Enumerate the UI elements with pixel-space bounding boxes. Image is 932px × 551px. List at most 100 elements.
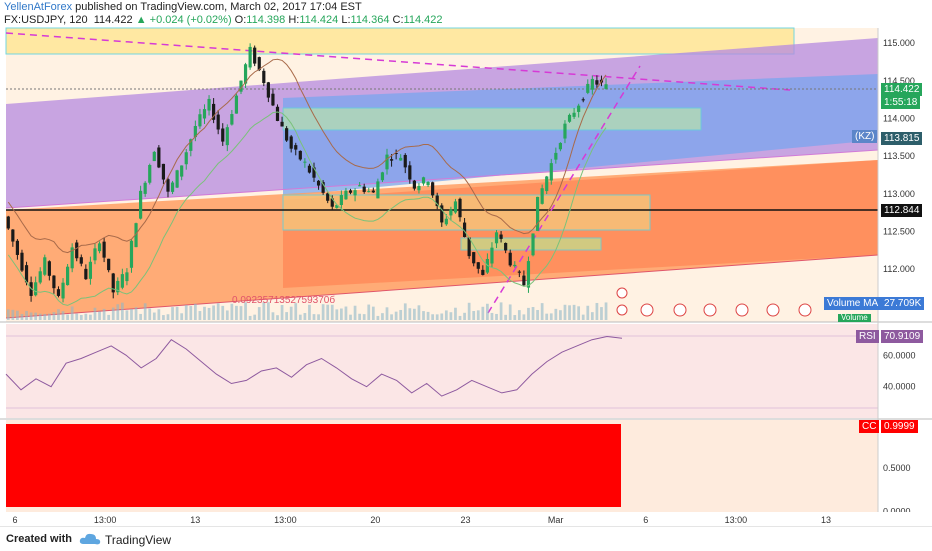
high-label: H: xyxy=(288,14,300,26)
volume-bar xyxy=(422,311,425,320)
countdown-badge: 1:55:18 xyxy=(881,96,921,109)
candle-body xyxy=(129,240,134,268)
footer: Created with TradingView xyxy=(0,526,932,551)
candle-body xyxy=(97,243,102,252)
close-label: C: xyxy=(392,14,404,26)
volume-bar xyxy=(321,304,325,320)
volume-bar xyxy=(486,303,489,320)
candle-body xyxy=(604,84,608,89)
volume-bar xyxy=(317,314,320,320)
time-tick-label: 13:00 xyxy=(725,515,748,525)
candle-body xyxy=(175,170,179,188)
open-label: O: xyxy=(234,14,247,26)
candle-body xyxy=(513,264,517,267)
volume-bar xyxy=(294,303,298,320)
volume-bar xyxy=(572,304,576,320)
candle-body xyxy=(426,181,430,186)
volume-bar xyxy=(175,306,179,320)
volume-bar xyxy=(381,313,384,320)
volume-bar xyxy=(508,304,512,320)
time-tick-label: 13:00 xyxy=(94,515,117,525)
ohlc-line: FX:USDJPY, 120 114.422 ▲ +0.024 (+0.02%)… xyxy=(4,14,442,26)
candle-body xyxy=(531,233,535,256)
rsi-line xyxy=(5,335,623,397)
volume-bar xyxy=(212,305,215,320)
candle-body xyxy=(353,190,357,196)
volume-bar xyxy=(499,302,503,320)
candle-body xyxy=(481,269,485,275)
economic-event-icons xyxy=(616,287,812,317)
time-axis[interactable] xyxy=(0,512,932,526)
time-tick-label: Mar xyxy=(548,515,564,525)
candle-body xyxy=(371,190,375,193)
candle-body xyxy=(216,114,220,130)
candle-body xyxy=(376,181,380,199)
candle-body xyxy=(380,172,385,181)
candle-body xyxy=(540,188,544,204)
volume-bar xyxy=(467,302,471,320)
candle-body xyxy=(330,198,334,207)
volume-bar xyxy=(559,310,562,320)
candle-body xyxy=(348,190,353,193)
candle-body xyxy=(184,152,188,165)
candle-body xyxy=(143,182,147,194)
tradingview-cloud-icon xyxy=(79,533,101,545)
hline-value-badge: 112.844 xyxy=(881,204,923,217)
candle-body xyxy=(107,258,111,271)
candle-body xyxy=(225,127,229,146)
candle-body xyxy=(522,275,526,286)
symbol-label[interactable]: FX:USDJPY, 120 xyxy=(4,14,88,26)
us-flag-icon xyxy=(616,287,628,299)
kz-label-badge: (KZ) xyxy=(852,130,878,143)
low-value: 114.364 xyxy=(350,14,390,26)
volume-bar xyxy=(413,308,416,320)
author-link[interactable]: YellenAtForex xyxy=(4,1,73,13)
chart-canvas[interactable]: 115.000 114.500 114.000 113.500 113.000 112.5… xyxy=(0,0,932,526)
volume-bar xyxy=(235,305,238,320)
candle-body xyxy=(239,80,243,92)
candle-body xyxy=(75,242,79,259)
volume-bar xyxy=(89,314,92,320)
volume-bar xyxy=(38,313,42,320)
price-axis[interactable] xyxy=(878,28,932,322)
volume-bar xyxy=(285,312,288,320)
volume-bar xyxy=(248,315,252,320)
us-flag-icon xyxy=(673,303,687,317)
cc-axis[interactable] xyxy=(878,420,932,516)
volume-bar xyxy=(312,314,316,320)
volume-bar xyxy=(52,312,56,320)
tradingview-brand[interactable]: TradingView xyxy=(105,533,172,547)
candle-body xyxy=(161,163,166,180)
volume-bar xyxy=(600,307,603,320)
candle-body xyxy=(298,150,302,160)
volume-bars xyxy=(6,302,608,320)
volume-bar xyxy=(289,306,293,320)
volume-bar xyxy=(522,314,526,320)
volume-bar xyxy=(367,304,371,320)
candle-body xyxy=(508,252,512,266)
candle-body xyxy=(266,82,270,98)
volume-bar xyxy=(536,309,539,320)
volume-bar xyxy=(308,304,311,320)
candle-body xyxy=(38,271,42,283)
candle-body xyxy=(15,240,20,255)
volume-bar xyxy=(130,308,133,320)
candle-body xyxy=(294,145,298,150)
volume-bar xyxy=(125,310,129,320)
time-tick-label: 13 xyxy=(821,515,831,525)
volume-bar xyxy=(454,307,457,320)
time-tick-label: 13 xyxy=(190,515,200,525)
candle-body xyxy=(326,193,330,201)
volume-bar xyxy=(134,307,138,320)
candle-body xyxy=(412,180,416,189)
candle-body xyxy=(586,83,590,93)
rsi-axis-ticks: 60.0000 40.0000 xyxy=(883,350,916,391)
time-axis-ticks: 6 13:00 13 13:00 20 23 Mar 6 13:00 13 xyxy=(12,515,831,525)
candle-body xyxy=(467,237,471,257)
candle-body xyxy=(243,64,248,84)
cc-label: CC xyxy=(859,420,880,433)
volume-bar xyxy=(581,314,585,320)
candle-body xyxy=(20,252,24,271)
price-tick-label: 113.500 xyxy=(883,151,915,161)
